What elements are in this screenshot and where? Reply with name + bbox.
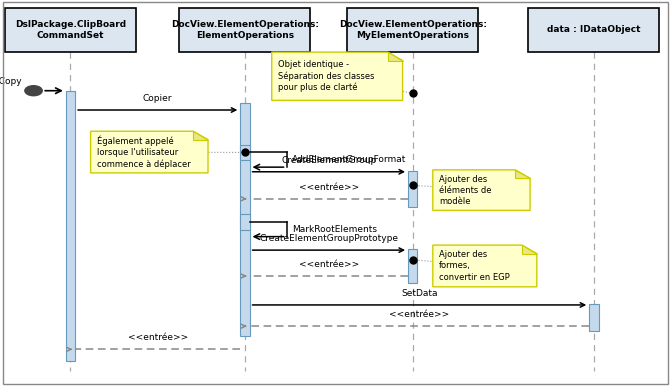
Polygon shape [272,52,403,100]
FancyBboxPatch shape [589,304,599,331]
Text: <<entrée>>: <<entrée>> [127,334,188,342]
FancyBboxPatch shape [408,171,417,207]
Text: data : IDataObject: data : IDataObject [547,25,641,34]
Polygon shape [515,170,530,178]
Text: Également appelé
lorsque l'utilisateur
commence à déplacer: Également appelé lorsque l'utilisateur c… [97,135,191,169]
Polygon shape [433,170,530,210]
Text: <<entrée>>: <<entrée>> [389,310,450,319]
FancyBboxPatch shape [348,8,478,52]
Text: AddElementGroupFormat: AddElementGroupFormat [292,155,406,164]
Text: <<entrée>>: <<entrée>> [299,260,359,269]
Text: MarkRootElements: MarkRootElements [292,225,377,234]
Polygon shape [388,52,403,61]
Text: CreateElementGroupPrototype: CreateElementGroupPrototype [259,234,399,243]
Text: DslPackage.ClipBoard
CommandSet: DslPackage.ClipBoard CommandSet [15,20,126,40]
FancyBboxPatch shape [529,8,659,52]
Polygon shape [522,245,537,254]
Text: CreateElementGroup: CreateElementGroup [281,156,376,165]
FancyBboxPatch shape [240,145,250,160]
FancyBboxPatch shape [408,249,417,283]
Circle shape [25,86,42,96]
FancyBboxPatch shape [179,8,310,52]
Polygon shape [91,131,208,173]
Text: Copier: Copier [143,94,172,103]
FancyBboxPatch shape [240,214,250,230]
Text: DocView.ElementOperations:
MyElementOperations: DocView.ElementOperations: MyElementOper… [339,20,486,40]
Polygon shape [193,131,208,140]
Text: SetData: SetData [401,289,437,298]
Text: DocView.ElementOperations:
ElementOperations: DocView.ElementOperations: ElementOperat… [171,20,319,40]
Polygon shape [433,245,537,287]
FancyBboxPatch shape [240,103,250,336]
Text: Ajouter des
éléments de
modèle: Ajouter des éléments de modèle [439,174,491,206]
Text: Ajouter des
formes,
convertir en EGP: Ajouter des formes, convertir en EGP [439,251,509,281]
FancyBboxPatch shape [5,8,136,52]
Text: ProcessOnMenuCopy: ProcessOnMenuCopy [0,76,21,86]
Text: Objet identique -
Séparation des classes
pour plus de clarté: Objet identique - Séparation des classes… [278,60,374,93]
FancyBboxPatch shape [66,91,75,361]
Text: <<entrée>>: <<entrée>> [299,183,359,192]
